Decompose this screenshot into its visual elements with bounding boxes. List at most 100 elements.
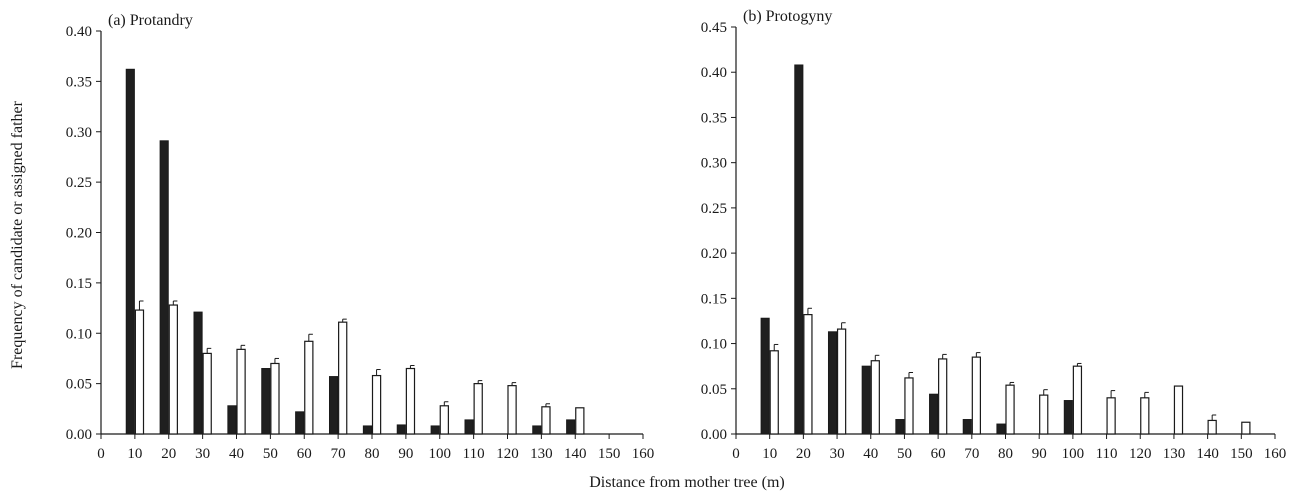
bar-open	[575, 407, 585, 435]
panel-a-protandry: 0.00 0.05 0.10 0.15 0.20 0.25 0.30 0.35 0.40 0 10 2…	[66, 12, 655, 462]
bar-open	[1106, 397, 1116, 435]
bar-open	[439, 405, 449, 435]
bar-filled	[193, 311, 203, 435]
x-tick-label: 40	[863, 446, 878, 462]
x-tick-label: 80	[998, 446, 1013, 462]
y-tick-label: 0.05	[701, 382, 727, 398]
x-tick-label: 40	[229, 446, 244, 462]
y-tick-label: 0.15	[66, 276, 92, 292]
bar-filled	[929, 393, 939, 435]
bar-filled	[362, 425, 372, 435]
bar-filled	[464, 419, 474, 435]
bar-filled	[159, 140, 169, 435]
y-tick-label: 0.05	[66, 377, 92, 393]
y-tick-label: 0.30	[66, 125, 92, 141]
y-tick-label: 0.20	[701, 246, 727, 262]
bar-open	[1039, 394, 1049, 435]
y-tick-label: 0.10	[66, 326, 92, 342]
x-tick-label: 10	[762, 446, 777, 462]
bar-open	[507, 385, 517, 435]
bar-open	[904, 377, 914, 435]
bar-filled	[895, 419, 905, 435]
x-tick-label: 30	[830, 446, 845, 462]
bar-filled	[1063, 400, 1073, 435]
bar-filled	[430, 425, 440, 435]
x-tick-label: 160	[632, 446, 655, 462]
bar-open	[971, 356, 981, 435]
bar-open	[1241, 421, 1251, 435]
x-tick-label: 160	[1264, 446, 1287, 462]
x-tick-label: 20	[161, 446, 176, 462]
bar-filled	[396, 424, 406, 435]
y-tick-label: 0.00	[701, 427, 727, 443]
x-tick-label: 100	[429, 446, 452, 462]
x-tick-label: 120	[496, 446, 519, 462]
y-tick-label: 0.25	[66, 175, 92, 191]
x-tick-label: 150	[1230, 446, 1253, 462]
bar-open	[236, 348, 246, 435]
x-tick-label: 110	[1096, 446, 1118, 462]
bar-filled	[328, 376, 339, 435]
bar-open	[1207, 419, 1217, 435]
x-tick-label: 130	[1163, 446, 1186, 462]
x-tick-label: 120	[1129, 446, 1152, 462]
bar-open	[304, 340, 314, 435]
x-tick-label: 140	[1196, 446, 1219, 462]
panel-b-protogyny: 0.00 0.05 0.10 0.15 0.20 0.25 0.30 0.35 0.40 0.45…	[701, 8, 1287, 462]
bar-open	[202, 352, 212, 435]
bar-open	[1072, 365, 1083, 435]
y-tick-label: 0.25	[701, 201, 727, 217]
x-axis-label: Distance from mother tree (m)	[589, 474, 784, 491]
y-tick-label: 0.00	[66, 427, 92, 443]
y-axis-label: Frequency of candidate or assigned fathe…	[9, 100, 26, 369]
x-tick-label: 110	[463, 446, 485, 462]
bar-filled	[962, 419, 972, 435]
bar-open	[870, 360, 880, 435]
bar-open	[270, 362, 280, 435]
bar-open	[938, 358, 948, 435]
x-tick-label: 50	[263, 446, 278, 462]
x-tick-label: 50	[897, 446, 912, 462]
bar-filled	[760, 317, 770, 435]
y-tick-label: 0.30	[701, 156, 727, 172]
bar-filled	[794, 64, 804, 435]
bar-filled	[261, 368, 271, 435]
x-tick-label: 100	[1062, 446, 1085, 462]
bar-filled	[227, 405, 237, 435]
y-tick-label: 0.20	[66, 226, 92, 242]
bar-filled	[566, 419, 576, 435]
bar-open	[338, 321, 348, 435]
bar-open	[371, 374, 382, 435]
x-tick-label: 70	[964, 446, 979, 462]
bar-open	[836, 328, 847, 435]
y-tick-label: 0.35	[701, 110, 727, 126]
bar-filled	[295, 411, 305, 435]
bar-open	[405, 367, 416, 435]
bar-open	[134, 309, 145, 435]
bar-filled	[827, 331, 838, 435]
y-tick-label: 0.35	[66, 74, 92, 90]
x-tick-label: 90	[1032, 446, 1047, 462]
y-tick-label: 0.10	[701, 337, 727, 353]
x-tick-label: 60	[931, 446, 946, 462]
bar-open	[803, 314, 813, 435]
x-tick-label: 30	[195, 446, 210, 462]
x-tick-label: 20	[796, 446, 811, 462]
x-tick-label: 130	[530, 446, 553, 462]
x-tick-label: 80	[365, 446, 380, 462]
y-tick-label: 0.15	[701, 291, 727, 307]
x-tick-label: 0	[97, 446, 105, 462]
y-tick-label: 0.40	[66, 24, 92, 40]
y-tick-label: 0.40	[701, 65, 727, 81]
panel-title: (a) Protandry	[108, 12, 193, 29]
x-tick-label: 10	[127, 446, 142, 462]
x-tick-label: 60	[297, 446, 312, 462]
bar-filled	[532, 425, 542, 435]
bar-filled	[125, 68, 135, 435]
x-tick-label: 150	[598, 446, 621, 462]
bar-open	[769, 350, 779, 435]
bar-filled	[996, 423, 1006, 435]
bar-open	[473, 383, 483, 435]
panel-title: (b) Protogyny	[743, 8, 832, 25]
x-tick-label: 70	[331, 446, 346, 462]
